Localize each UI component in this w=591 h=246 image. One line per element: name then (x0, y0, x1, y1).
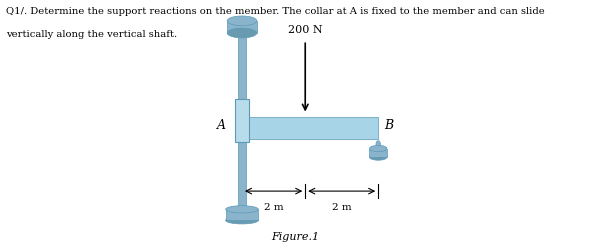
Text: B: B (384, 119, 394, 132)
Text: Figure.1: Figure.1 (271, 232, 320, 242)
Text: A: A (216, 119, 226, 132)
Ellipse shape (227, 16, 256, 26)
Bar (227, 21, 256, 33)
Ellipse shape (227, 28, 256, 38)
Bar (238, 21, 246, 220)
Text: vertically along the vertical shaft.: vertically along the vertical shaft. (6, 30, 177, 39)
Ellipse shape (226, 217, 258, 224)
Ellipse shape (226, 206, 258, 213)
Ellipse shape (369, 145, 387, 152)
Bar (235, 99, 249, 142)
Bar (242, 117, 378, 139)
Text: Q1/. Determine the support reactions on the member. The collar at A is fixed to : Q1/. Determine the support reactions on … (6, 7, 545, 16)
Text: 200 N: 200 N (288, 25, 323, 35)
Text: 2 m: 2 m (264, 203, 284, 212)
Ellipse shape (376, 141, 381, 148)
Text: 2 m: 2 m (332, 203, 352, 212)
Ellipse shape (369, 154, 387, 160)
Bar (226, 209, 258, 220)
Bar (369, 149, 387, 157)
